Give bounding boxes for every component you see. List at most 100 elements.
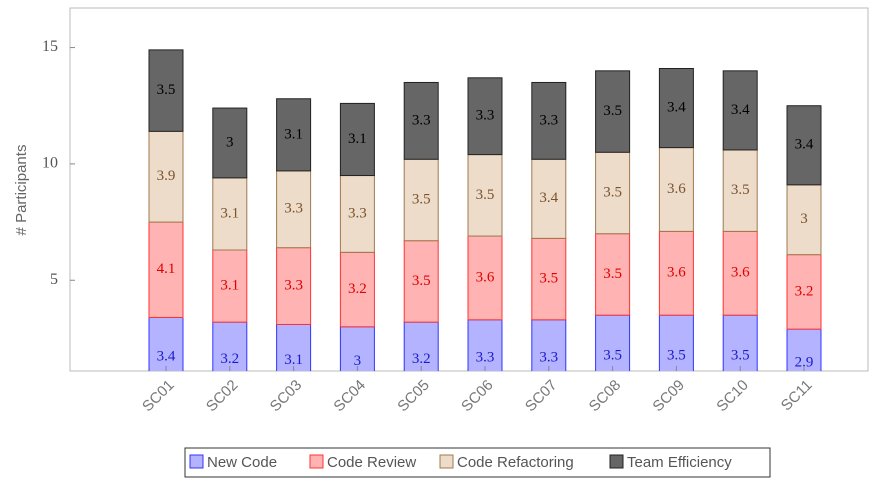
value-label: 3.1 — [348, 131, 367, 147]
value-label: 3.6 — [667, 265, 686, 281]
bar-segment — [403, 81, 439, 160]
bar-segment — [276, 247, 312, 325]
bar-segment — [595, 314, 631, 371]
y-axis-label: # Participants — [13, 145, 30, 236]
bar-segment — [212, 107, 248, 179]
y-tick-label: 10 — [42, 155, 58, 172]
value-label: 3.5 — [603, 266, 622, 282]
legend-label: New Code — [207, 454, 277, 471]
bar-segment — [595, 70, 631, 153]
bar-segment — [276, 323, 312, 371]
value-label: 3.5 — [603, 347, 622, 363]
bar-segment — [658, 230, 694, 316]
value-label: 3.1 — [220, 278, 239, 294]
bar-segment — [531, 81, 567, 160]
value-label: 3.5 — [731, 347, 750, 363]
value-label: 3.3 — [539, 112, 558, 128]
value-label: 4.1 — [157, 261, 176, 277]
x-tick-label: SC08 — [586, 377, 625, 416]
bar-segment — [786, 184, 822, 256]
bar-segment — [403, 240, 439, 323]
value-label: 3 — [354, 353, 362, 369]
value-label: 3.5 — [603, 184, 622, 200]
bar-segment — [148, 221, 184, 318]
legend-swatch — [189, 454, 204, 469]
legend-label: Team Efficiency — [627, 454, 732, 471]
bar-segment — [467, 235, 503, 321]
value-label: 3.4 — [539, 190, 558, 206]
bar-segment — [595, 233, 631, 316]
bar-segment — [658, 68, 694, 149]
x-tick-label: SC07 — [522, 377, 561, 416]
x-tick-label: SC02 — [203, 377, 242, 416]
value-label: 3 — [226, 134, 234, 150]
value-label: 2.9 — [795, 354, 814, 370]
value-label: 3.6 — [667, 181, 686, 197]
legend — [184, 447, 771, 478]
value-label: 3.5 — [412, 191, 431, 207]
value-label: 3.4 — [157, 348, 176, 364]
bar-segment — [467, 154, 503, 237]
value-label: 3.1 — [220, 205, 239, 221]
value-label: 3.9 — [157, 168, 176, 184]
value-label: 3.3 — [539, 350, 558, 366]
bar-segment — [467, 77, 503, 156]
legend-swatch — [309, 454, 324, 469]
value-label: 3.5 — [667, 347, 686, 363]
value-label: 3.5 — [157, 82, 176, 98]
bar-segment — [786, 254, 822, 330]
bar-segment — [722, 230, 758, 316]
value-label: 3 — [800, 211, 808, 227]
value-label: 3.6 — [731, 265, 750, 281]
value-label: 3.5 — [476, 187, 495, 203]
value-label: 3.3 — [284, 201, 303, 217]
x-tick-label: SC10 — [713, 377, 752, 416]
value-label: 3.2 — [795, 283, 814, 299]
legend-label: Code Review — [327, 454, 416, 471]
y-tick-label: 15 — [42, 38, 58, 55]
bar-segment — [658, 147, 694, 232]
x-tick-label: SC06 — [458, 377, 497, 416]
x-tick-label: SC01 — [139, 377, 178, 416]
value-label: 3.4 — [667, 99, 686, 115]
value-label: 3.6 — [476, 269, 495, 285]
bar-segment — [403, 158, 439, 242]
bar-segment — [531, 237, 567, 321]
x-tick-label: SC11 — [778, 377, 816, 415]
value-label: 3.5 — [412, 273, 431, 289]
bar-segment — [276, 170, 312, 249]
value-label: 3.5 — [731, 182, 750, 198]
value-label: 3.5 — [539, 271, 558, 287]
value-label: 3.3 — [412, 112, 431, 128]
value-label: 3.3 — [476, 108, 495, 124]
value-label: 3.4 — [795, 137, 814, 153]
x-tick-label: SC09 — [649, 377, 688, 416]
value-label: 3.3 — [348, 205, 367, 221]
value-label: 3.3 — [476, 350, 495, 366]
bar-segment — [722, 70, 758, 151]
value-label: 3.3 — [284, 278, 303, 294]
bar-segment — [531, 158, 567, 239]
legend-swatch — [439, 454, 454, 469]
bar-segment — [722, 149, 758, 232]
bar-segment — [339, 251, 375, 328]
bar-segment — [595, 151, 631, 235]
bar-segment — [658, 314, 694, 371]
plot: 3.4 4.1 3.9 3.5 3.2 3.1 3.1 3 3.1 3.3 3.3 3.1 3 3.2 3.… — [148, 49, 822, 371]
bar-segment — [339, 102, 375, 177]
bar-segment — [212, 321, 248, 371]
value-label: 3.5 — [603, 103, 622, 119]
value-label: 3.2 — [348, 281, 367, 297]
x-tick-label: SC04 — [330, 377, 369, 416]
value-label: 3.1 — [284, 352, 303, 368]
value-label: 3.4 — [731, 102, 750, 118]
x-tick-label: SC03 — [267, 377, 306, 416]
legend-label: Code Refactoring — [457, 454, 574, 471]
value-label: 3.1 — [284, 126, 303, 142]
value-label: 3.2 — [412, 351, 431, 367]
bar-segment — [148, 49, 184, 132]
bar-segment — [403, 321, 439, 371]
bar-segment — [531, 319, 567, 371]
y-tick-label: 5 — [50, 271, 58, 288]
